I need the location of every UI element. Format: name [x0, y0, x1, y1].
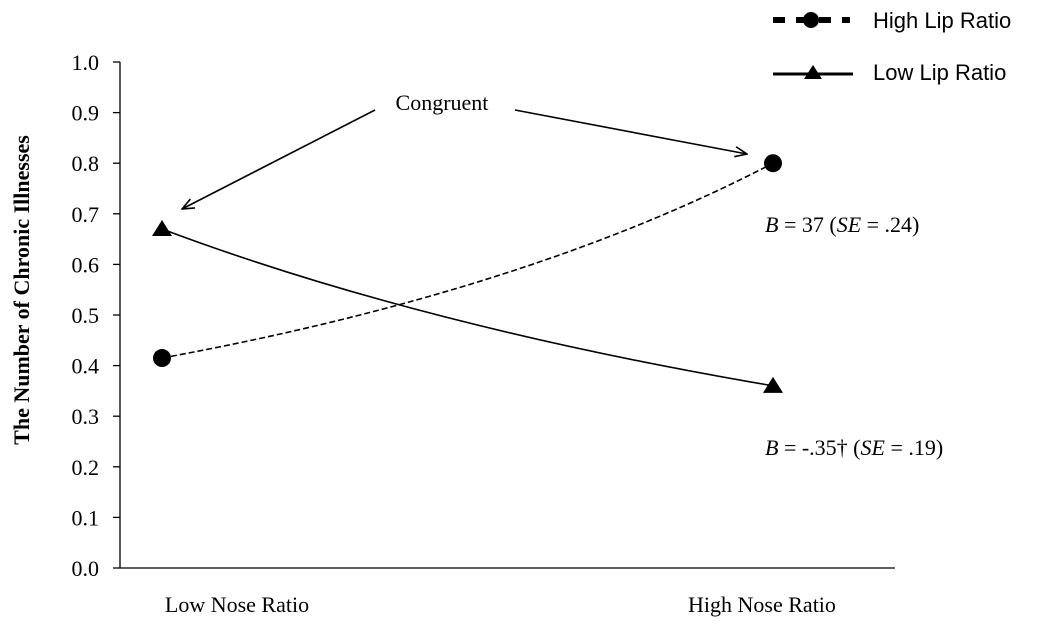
y-tick-label: 0.2	[72, 455, 100, 480]
y-tick-label: 0.9	[72, 101, 100, 126]
legend: High Lip Ratio Low Lip Ratio	[773, 8, 1011, 85]
series-line-high-lip-ratio	[161, 162, 774, 359]
legend-item-high-lip-ratio: High Lip Ratio	[773, 8, 1011, 33]
y-tick-label: 0.3	[72, 404, 100, 429]
y-tick-label: 0.1	[72, 505, 100, 530]
data-point-high-lip-ratio	[764, 154, 782, 173]
legend-marker-triangle-icon	[804, 65, 822, 79]
congruent-arrow-left	[182, 109, 376, 209]
data-point-high-lip-ratio	[153, 349, 171, 368]
y-tick-label: 0.0	[72, 556, 100, 581]
y-tick-label: 0.8	[72, 151, 100, 176]
legend-label-high-lip-ratio: High Lip Ratio	[873, 8, 1011, 33]
congruent-label: Congruent	[396, 90, 489, 115]
high-lip-stat: B = 37 (SE = .24)	[765, 212, 919, 237]
y-tick-label: 1.0	[72, 50, 100, 75]
y-tick-label: 0.7	[72, 202, 100, 227]
legend-marker-circle-icon	[803, 12, 819, 28]
x-tick-label-high-nose: High Nose Ratio	[688, 592, 836, 617]
y-axis-title: The Number of Chronic Illnesses	[9, 135, 34, 445]
data-point-low-lip-ratio	[763, 376, 783, 393]
low-lip-stat: B = -.35† (SE = .19)	[765, 435, 943, 460]
y-tick-label: 0.5	[72, 303, 100, 328]
legend-item-low-lip-ratio: Low Lip Ratio	[773, 60, 1006, 85]
legend-label-low-lip-ratio: Low Lip Ratio	[873, 60, 1006, 85]
y-axis-tick-labels: 0.0 0.1 0.2 0.3 0.4 0.5 0.6 0.7 0.8 0.9 1.0	[72, 50, 100, 581]
y-tick-label: 0.6	[72, 252, 100, 277]
y-axis-ticks	[113, 61, 120, 569]
congruent-arrow-right	[514, 109, 747, 154]
series-markers	[152, 154, 783, 393]
x-tick-label-low-nose: Low Nose Ratio	[165, 592, 309, 617]
data-point-low-lip-ratio	[152, 219, 172, 236]
series-line-low-lip-ratio	[161, 228, 774, 387]
y-tick-label: 0.4	[72, 354, 100, 379]
